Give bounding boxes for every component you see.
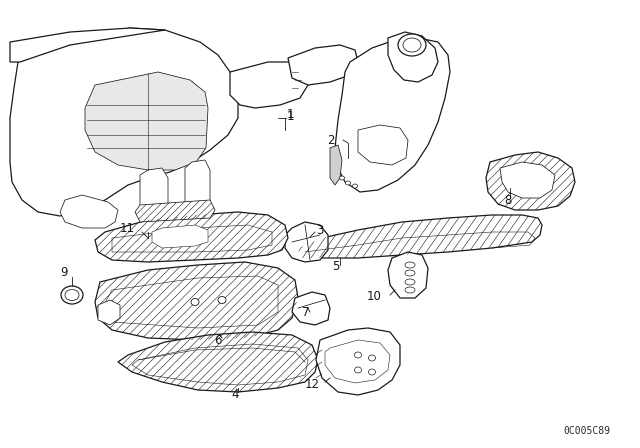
Polygon shape xyxy=(388,32,438,82)
Polygon shape xyxy=(152,225,208,248)
Text: 0C005C89: 0C005C89 xyxy=(563,426,610,436)
Ellipse shape xyxy=(403,38,421,52)
Text: 12: 12 xyxy=(305,379,320,392)
Text: 5: 5 xyxy=(332,260,340,273)
Ellipse shape xyxy=(355,367,362,373)
Polygon shape xyxy=(358,125,408,165)
Text: 7: 7 xyxy=(302,306,310,319)
Text: 9: 9 xyxy=(60,267,68,280)
Ellipse shape xyxy=(218,297,226,303)
Polygon shape xyxy=(486,152,575,210)
Ellipse shape xyxy=(355,352,362,358)
Polygon shape xyxy=(288,45,358,85)
Ellipse shape xyxy=(353,184,358,188)
Polygon shape xyxy=(135,200,215,222)
Ellipse shape xyxy=(405,270,415,276)
Polygon shape xyxy=(10,28,165,62)
Polygon shape xyxy=(140,168,168,220)
Polygon shape xyxy=(335,38,450,192)
Ellipse shape xyxy=(65,289,79,301)
Text: 2: 2 xyxy=(328,134,335,146)
Polygon shape xyxy=(292,292,330,325)
Polygon shape xyxy=(95,212,288,262)
Ellipse shape xyxy=(346,181,351,185)
Ellipse shape xyxy=(369,369,376,375)
Polygon shape xyxy=(285,222,328,262)
Polygon shape xyxy=(316,328,400,395)
Text: 10: 10 xyxy=(367,290,382,303)
Polygon shape xyxy=(85,72,208,170)
Polygon shape xyxy=(388,252,428,298)
Polygon shape xyxy=(298,215,542,258)
Polygon shape xyxy=(60,195,118,228)
Polygon shape xyxy=(230,62,308,108)
Text: 11: 11 xyxy=(120,221,135,234)
Ellipse shape xyxy=(398,34,426,56)
Polygon shape xyxy=(118,332,318,392)
Polygon shape xyxy=(500,162,555,198)
Polygon shape xyxy=(98,300,120,325)
Text: 8: 8 xyxy=(504,194,512,207)
Text: 3: 3 xyxy=(316,224,323,237)
Polygon shape xyxy=(330,145,342,185)
Ellipse shape xyxy=(339,176,344,180)
Ellipse shape xyxy=(405,287,415,293)
Ellipse shape xyxy=(369,355,376,361)
Text: 1: 1 xyxy=(287,109,294,122)
Polygon shape xyxy=(10,28,238,216)
Text: 4: 4 xyxy=(231,388,239,401)
Ellipse shape xyxy=(191,298,199,306)
Ellipse shape xyxy=(61,286,83,304)
Text: 1: 1 xyxy=(287,108,294,121)
Ellipse shape xyxy=(405,279,415,285)
Text: 6: 6 xyxy=(214,333,221,346)
Ellipse shape xyxy=(405,262,415,268)
Polygon shape xyxy=(95,262,298,340)
Polygon shape xyxy=(185,160,210,215)
